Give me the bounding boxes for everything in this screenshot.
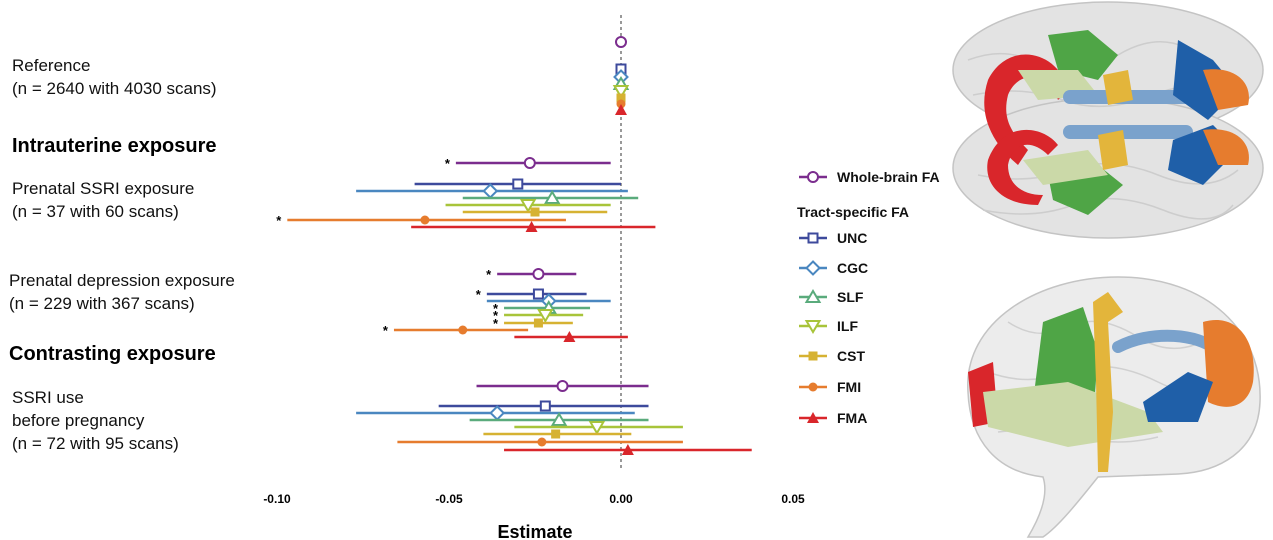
estimate-marker (537, 437, 547, 447)
estimate-marker (612, 85, 630, 99)
group-label-line: (n = 72 with 95 scans) (12, 434, 179, 453)
estimate-marker (550, 412, 568, 426)
legend-marker (807, 232, 819, 244)
heading-contrasting: Contrasting exposure (9, 343, 216, 365)
group-label-line: SSRI use (12, 388, 84, 407)
estimate-marker (543, 190, 561, 204)
significance-star: * (383, 323, 389, 338)
x-tick-label: 0.00 (609, 492, 633, 506)
estimate-marker (420, 215, 430, 225)
estimate-marker (525, 221, 538, 232)
estimate-marker (551, 429, 561, 439)
legend-label: CST (837, 348, 865, 364)
group-label-line: Reference (12, 56, 91, 75)
legend-label: SLF (837, 289, 864, 305)
estimate-marker (519, 199, 537, 213)
estimate-marker (615, 104, 627, 115)
legend-marker (804, 320, 822, 334)
legend-label: FMI (837, 379, 861, 395)
legend-label: ILF (837, 318, 858, 334)
estimate-marker (482, 183, 499, 199)
x-tick-label: 0.05 (781, 492, 805, 506)
legend-label: CGC (837, 260, 868, 276)
legend-marker (808, 351, 818, 361)
forest-plot: ********-0.10 -0.05 0.00 0.05EstimateWhole-… (263, 15, 940, 540)
legend-tract-title: Tract-specific FA (797, 204, 909, 220)
estimate-marker (588, 421, 606, 435)
significance-star: * (276, 213, 282, 228)
estimate-marker (530, 207, 540, 217)
estimate-marker (537, 309, 554, 323)
significance-star: * (486, 267, 492, 282)
legend-label: Whole-brain FA (837, 169, 940, 185)
legend-marker (807, 412, 819, 423)
estimate-marker (621, 444, 634, 455)
significance-star: * (493, 316, 499, 331)
group-label-line: before pregnancy (12, 411, 145, 430)
legend-label: UNC (837, 230, 867, 246)
brain-top-view-illustration (952, 1, 1264, 239)
estimate-marker (458, 325, 468, 335)
group-label-ssri: Prenatal SSRI exposure (n = 37 with 60 s… (12, 177, 194, 223)
group-label-depression: Prenatal depression exposure (n = 229 wi… (9, 269, 235, 315)
group-label-reference: Reference (n = 2640 with 4030 scans) (12, 54, 217, 100)
group-label-line: (n = 2640 with 4030 scans) (12, 79, 217, 98)
x-tick-label: -0.10 (263, 492, 291, 506)
significance-star: * (493, 301, 499, 316)
significance-star: * (493, 308, 499, 323)
estimate-marker (532, 268, 545, 280)
legend-marker (807, 171, 819, 183)
estimate-marker (532, 288, 544, 300)
estimate-marker (556, 380, 569, 392)
brain-side-view-illustration (967, 276, 1261, 538)
legend-marker (808, 382, 818, 392)
x-tick-label: -0.05 (435, 492, 463, 506)
estimate-marker (539, 400, 551, 412)
estimate-marker (523, 157, 536, 169)
significance-star: * (445, 156, 451, 171)
x-axis-label: Estimate (497, 522, 572, 540)
estimate-marker (512, 178, 524, 190)
estimate-marker (489, 405, 506, 421)
legend-label: FMA (837, 410, 867, 426)
group-label-line: Prenatal SSRI exposure (12, 179, 195, 198)
heading-intrauterine: Intrauterine exposure (12, 135, 217, 157)
group-label-line: (n = 229 with 367 scans) (9, 294, 195, 313)
estimate-marker (616, 93, 626, 103)
estimate-marker (533, 318, 543, 328)
significance-star: * (476, 287, 482, 302)
group-label-line: Prenatal depression exposure (9, 271, 235, 290)
estimate-marker (615, 36, 627, 48)
group-label-line: (n = 37 with 60 scans) (12, 202, 179, 221)
estimate-marker (563, 331, 576, 342)
legend-marker (805, 260, 821, 276)
group-label-before: SSRI use before pregnancy (n = 72 with 9… (12, 386, 179, 455)
legend-marker (804, 289, 822, 303)
